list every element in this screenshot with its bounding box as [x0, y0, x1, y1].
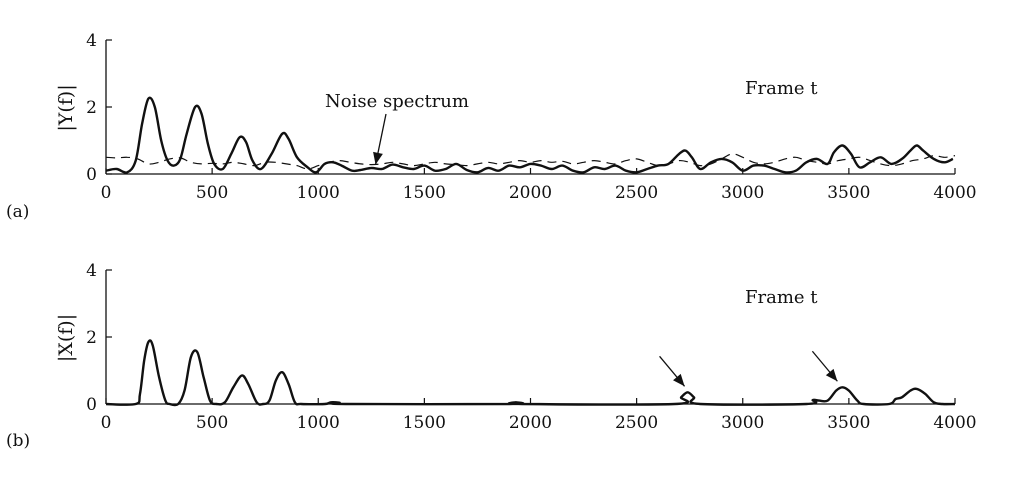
y-tick-label: 2 — [86, 328, 97, 348]
x-tick-label: 4000 — [933, 413, 976, 433]
lines-b — [105, 339, 956, 407]
frame-label-b: Frame t — [745, 287, 818, 308]
x-tick-label: 1000 — [297, 413, 340, 433]
x-tick-label: 3000 — [721, 183, 764, 203]
y-axis-label-b: |X(f)| — [55, 314, 77, 362]
x-tick-label: 1500 — [403, 413, 446, 433]
x-tick-label: 0 — [101, 183, 112, 203]
spectrum-line-a — [105, 96, 954, 174]
x-tick-label: 1500 — [403, 183, 446, 203]
noise-arrow-head — [373, 151, 383, 165]
arrows-a — [373, 113, 387, 165]
y-tick-label: 2 — [86, 98, 97, 118]
lines-a — [105, 96, 956, 174]
x-tick-label: 500 — [196, 413, 228, 433]
axes-b: 0 500 1000 1500 2000 2500 3000 3500 4000 0 2 4 — [86, 261, 976, 433]
y-tick-label: 4 — [86, 31, 97, 51]
x-tick-label: 3000 — [721, 413, 764, 433]
x-tick-label: 4000 — [933, 183, 976, 203]
peak-arrow-1-head — [673, 373, 685, 387]
chart-panel-b: |X(f)| Frame t (b) 0 500 1000 1500 2000 2500 3… — [6, 261, 977, 451]
x-tick-label: 2500 — [615, 183, 658, 203]
x-tick-label: 2500 — [615, 413, 658, 433]
x-tick-label: 1000 — [297, 183, 340, 203]
y-tick-label: 4 — [86, 261, 97, 281]
x-tick-label: 2000 — [509, 183, 552, 203]
y-axis-label-a: |Y(f)| — [55, 84, 77, 131]
x-tick-label: 3500 — [827, 183, 870, 203]
frame-label-a: Frame t — [745, 78, 818, 99]
noise-spectrum-line-a — [105, 153, 956, 170]
x-tick-label: 2000 — [509, 413, 552, 433]
panel-label-b: (b) — [6, 431, 30, 451]
noise-spectrum-annotation: Noise spectrum — [325, 91, 469, 112]
x-tick-label: 0 — [101, 413, 112, 433]
peak-arrow-2-head — [825, 368, 838, 382]
chart-panel-a: |Y(f)| Frame t Noise spectrum (a) 0 500 10… — [6, 31, 977, 222]
arrows-b — [659, 350, 838, 387]
y-tick-label: 0 — [86, 165, 97, 185]
x-tick-label: 3500 — [827, 413, 870, 433]
spectrum-line-b — [105, 339, 956, 407]
panel-label-a: (a) — [6, 202, 29, 222]
y-tick-label: 0 — [86, 395, 97, 415]
axes-a: 0 500 1000 1500 2000 2500 3000 3500 4000 0 2 4 — [86, 31, 976, 203]
x-tick-label: 500 — [196, 183, 228, 203]
